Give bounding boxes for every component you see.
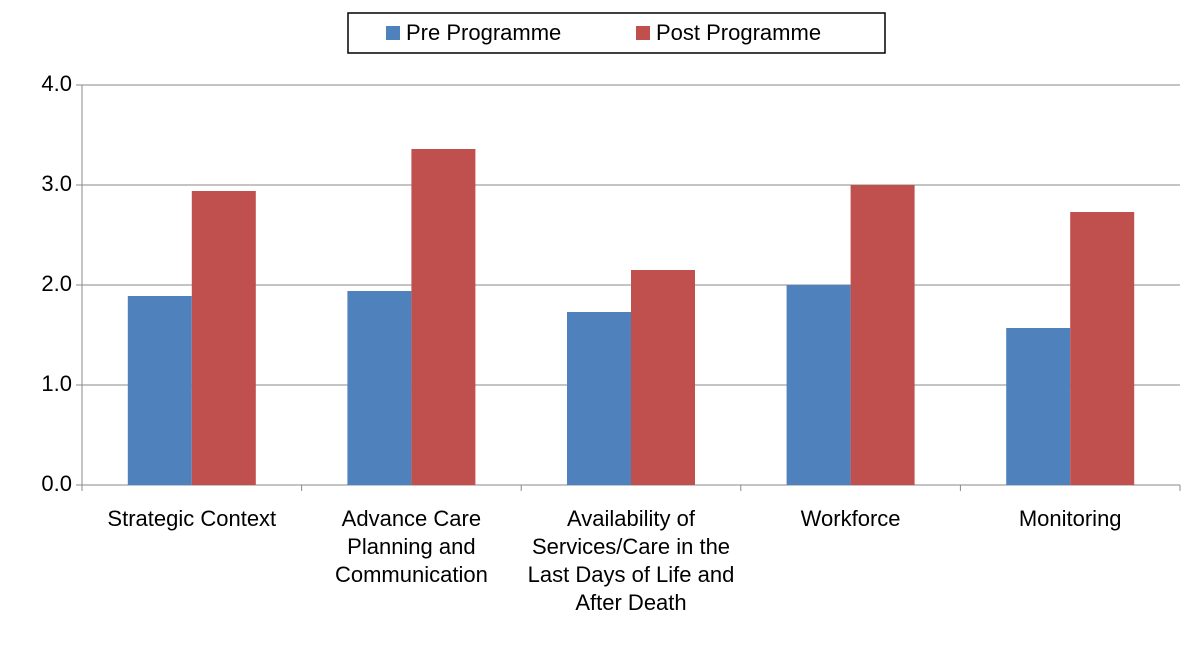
bar bbox=[1070, 212, 1135, 485]
legend-box bbox=[347, 12, 886, 54]
x-tick-label: Strategic Context bbox=[107, 506, 277, 531]
legend-label: Pre Programme bbox=[406, 20, 561, 45]
y-tick-label: 1.0 bbox=[41, 371, 72, 396]
bar bbox=[786, 285, 851, 485]
y-tick-label: 0.0 bbox=[41, 471, 72, 496]
legend-swatch bbox=[386, 26, 400, 40]
bar bbox=[850, 185, 915, 485]
bar bbox=[1006, 328, 1071, 485]
x-tick-label: Workforce bbox=[800, 506, 901, 531]
bar bbox=[411, 149, 476, 485]
y-tick-label: 4.0 bbox=[41, 71, 72, 96]
x-tick-label: Availability of Services/Care in the Las… bbox=[527, 506, 735, 615]
x-tick-label: Monitoring bbox=[1018, 506, 1122, 531]
x-tick-label: Advance Care Planning and Communication bbox=[334, 506, 488, 587]
bar bbox=[191, 191, 256, 485]
bar bbox=[347, 291, 412, 485]
legend-swatch bbox=[636, 26, 650, 40]
bar bbox=[127, 296, 192, 485]
bar bbox=[567, 312, 631, 485]
y-tick-label: 2.0 bbox=[41, 271, 72, 296]
legend-label: Post Programme bbox=[656, 20, 821, 45]
y-tick-label: 3.0 bbox=[41, 171, 72, 196]
bar bbox=[631, 270, 695, 485]
